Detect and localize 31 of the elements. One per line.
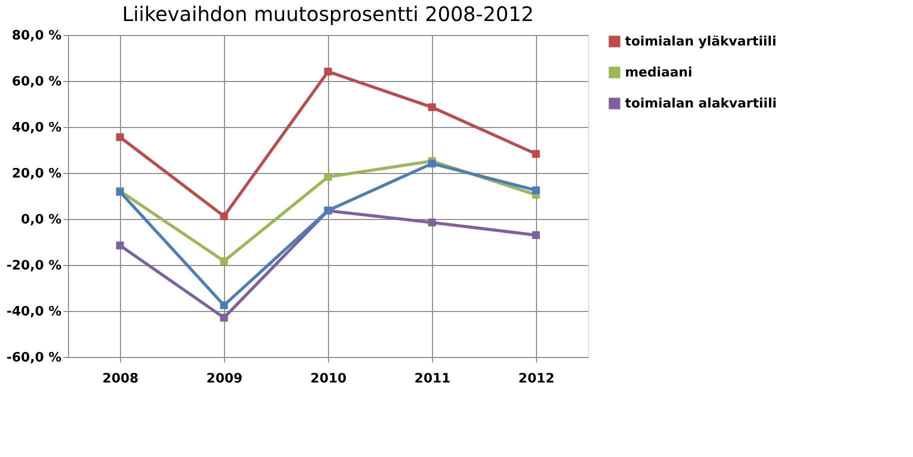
y-tick-label: 60,0 % (12, 74, 62, 90)
point (220, 314, 228, 322)
point (532, 150, 540, 158)
point (220, 212, 228, 220)
y-tick-label: 80,0 % (12, 28, 62, 44)
chart-title: Liikevaihdon muutosprosentti 2008-2012 (122, 2, 534, 26)
point (116, 242, 124, 250)
legend-label: mediaani (625, 66, 692, 80)
point (532, 186, 540, 194)
legend-label: toimialan alakvartiili (625, 96, 777, 112)
point (428, 218, 436, 226)
point (532, 231, 540, 239)
x-tick-label: 2009 (206, 372, 243, 386)
point (116, 133, 124, 141)
y-tick-label: -60,0 % (6, 350, 62, 366)
y-tick-label: 0,0 % (20, 212, 62, 228)
y-tick-label: 40,0 % (12, 120, 62, 136)
y-tick-label: 20,0 % (12, 166, 62, 182)
x-tick-label: 2010 (310, 372, 347, 386)
point (324, 68, 332, 76)
point (428, 103, 436, 112)
point (220, 257, 228, 265)
point (428, 160, 436, 168)
legend-label: toimialan yläkvartiili (625, 34, 776, 50)
x-tick-label: 2012 (518, 372, 555, 386)
y-tick-label: -20,0 % (6, 258, 62, 274)
point (324, 173, 332, 181)
y-tick-label: -40,0 % (6, 304, 62, 320)
point (220, 301, 228, 310)
x-tick-label: 2011 (414, 372, 451, 386)
x-tick-label: 2008 (102, 372, 139, 386)
